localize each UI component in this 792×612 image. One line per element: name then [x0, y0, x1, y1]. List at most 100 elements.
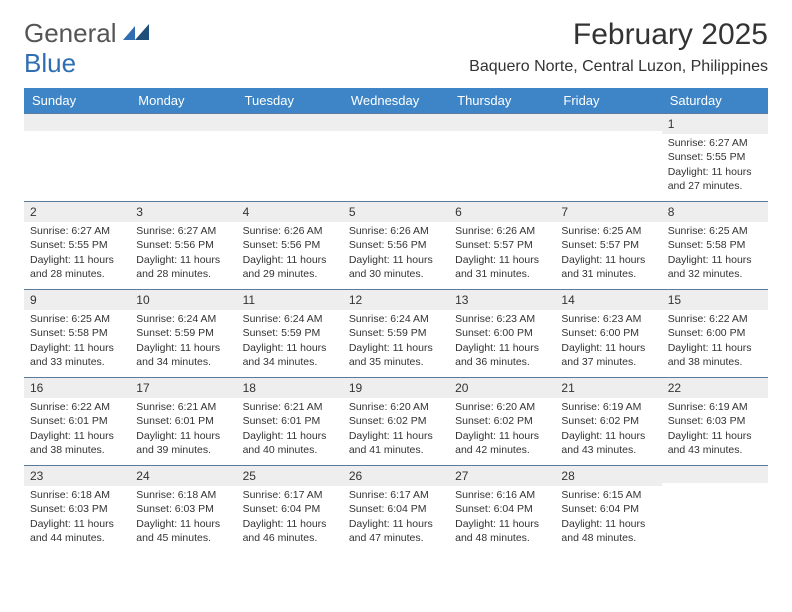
daylight-text: Daylight: 11 hours and 33 minutes.	[30, 341, 124, 369]
day-body: Sunrise: 6:25 AMSunset: 5:58 PMDaylight:…	[24, 310, 130, 373]
weekday-header: Friday	[555, 88, 661, 113]
sunset-text: Sunset: 5:55 PM	[30, 238, 124, 252]
day-cell: 12Sunrise: 6:24 AMSunset: 5:59 PMDayligh…	[343, 289, 449, 377]
day-cell: 10Sunrise: 6:24 AMSunset: 5:59 PMDayligh…	[130, 289, 236, 377]
daylight-text: Daylight: 11 hours and 31 minutes.	[455, 253, 549, 281]
sunrise-text: Sunrise: 6:20 AM	[455, 400, 549, 414]
sunrise-text: Sunrise: 6:27 AM	[30, 224, 124, 238]
day-number: 13	[449, 289, 555, 310]
day-number: 9	[24, 289, 130, 310]
day-body: Sunrise: 6:20 AMSunset: 6:02 PMDaylight:…	[449, 398, 555, 461]
day-cell: 18Sunrise: 6:21 AMSunset: 6:01 PMDayligh…	[237, 377, 343, 465]
weekday-header: Monday	[130, 88, 236, 113]
weekday-header: Sunday	[24, 88, 130, 113]
sunrise-text: Sunrise: 6:25 AM	[668, 224, 762, 238]
day-number: 16	[24, 377, 130, 398]
day-number: 14	[555, 289, 661, 310]
sunrise-text: Sunrise: 6:21 AM	[243, 400, 337, 414]
day-cell: 6Sunrise: 6:26 AMSunset: 5:57 PMDaylight…	[449, 201, 555, 289]
day-cell	[449, 113, 555, 201]
weekday-row: SundayMondayTuesdayWednesdayThursdayFrid…	[24, 88, 768, 113]
sunset-text: Sunset: 5:59 PM	[136, 326, 230, 340]
sunset-text: Sunset: 6:00 PM	[561, 326, 655, 340]
daylight-text: Daylight: 11 hours and 35 minutes.	[349, 341, 443, 369]
week-row: 1Sunrise: 6:27 AMSunset: 5:55 PMDaylight…	[24, 113, 768, 201]
week-row: 9Sunrise: 6:25 AMSunset: 5:58 PMDaylight…	[24, 289, 768, 377]
day-number: 2	[24, 201, 130, 222]
day-cell: 25Sunrise: 6:17 AMSunset: 6:04 PMDayligh…	[237, 465, 343, 553]
day-body: Sunrise: 6:26 AMSunset: 5:56 PMDaylight:…	[343, 222, 449, 285]
sunrise-text: Sunrise: 6:24 AM	[349, 312, 443, 326]
daylight-text: Daylight: 11 hours and 38 minutes.	[30, 429, 124, 457]
sunrise-text: Sunrise: 6:15 AM	[561, 488, 655, 502]
day-body: Sunrise: 6:21 AMSunset: 6:01 PMDaylight:…	[130, 398, 236, 461]
day-cell: 15Sunrise: 6:22 AMSunset: 6:00 PMDayligh…	[662, 289, 768, 377]
header-row: General February 2025 Baquero Norte, Cen…	[24, 18, 768, 76]
daylight-text: Daylight: 11 hours and 30 minutes.	[349, 253, 443, 281]
day-body: Sunrise: 6:26 AMSunset: 5:57 PMDaylight:…	[449, 222, 555, 285]
day-cell: 14Sunrise: 6:23 AMSunset: 6:00 PMDayligh…	[555, 289, 661, 377]
sunset-text: Sunset: 6:04 PM	[561, 502, 655, 516]
day-number: 28	[555, 465, 661, 486]
day-number: 11	[237, 289, 343, 310]
day-number: 26	[343, 465, 449, 486]
sunset-text: Sunset: 6:02 PM	[349, 414, 443, 428]
sunrise-text: Sunrise: 6:22 AM	[668, 312, 762, 326]
day-number: 5	[343, 201, 449, 222]
week-row: 23Sunrise: 6:18 AMSunset: 6:03 PMDayligh…	[24, 465, 768, 553]
sunrise-text: Sunrise: 6:16 AM	[455, 488, 549, 502]
logo-text-general: General	[24, 18, 117, 49]
day-body: Sunrise: 6:17 AMSunset: 6:04 PMDaylight:…	[237, 486, 343, 549]
day-number	[343, 113, 449, 131]
day-cell: 20Sunrise: 6:20 AMSunset: 6:02 PMDayligh…	[449, 377, 555, 465]
daylight-text: Daylight: 11 hours and 39 minutes.	[136, 429, 230, 457]
daylight-text: Daylight: 11 hours and 46 minutes.	[243, 517, 337, 545]
sunset-text: Sunset: 5:59 PM	[243, 326, 337, 340]
day-number: 10	[130, 289, 236, 310]
sunrise-text: Sunrise: 6:26 AM	[349, 224, 443, 238]
sunset-text: Sunset: 6:04 PM	[243, 502, 337, 516]
sunrise-text: Sunrise: 6:19 AM	[561, 400, 655, 414]
calendar-body: 1Sunrise: 6:27 AMSunset: 5:55 PMDaylight…	[24, 113, 768, 553]
sunset-text: Sunset: 6:02 PM	[561, 414, 655, 428]
sunset-text: Sunset: 6:00 PM	[455, 326, 549, 340]
sunset-text: Sunset: 5:59 PM	[349, 326, 443, 340]
sunrise-text: Sunrise: 6:18 AM	[30, 488, 124, 502]
day-body: Sunrise: 6:25 AMSunset: 5:57 PMDaylight:…	[555, 222, 661, 285]
day-cell: 21Sunrise: 6:19 AMSunset: 6:02 PMDayligh…	[555, 377, 661, 465]
sunset-text: Sunset: 5:56 PM	[349, 238, 443, 252]
sunset-text: Sunset: 6:01 PM	[136, 414, 230, 428]
day-number: 1	[662, 113, 768, 134]
title-block: February 2025 Baquero Norte, Central Luz…	[469, 18, 768, 76]
day-body: Sunrise: 6:21 AMSunset: 6:01 PMDaylight:…	[237, 398, 343, 461]
daylight-text: Daylight: 11 hours and 48 minutes.	[561, 517, 655, 545]
day-number: 7	[555, 201, 661, 222]
sunset-text: Sunset: 6:02 PM	[455, 414, 549, 428]
day-number	[130, 113, 236, 131]
day-cell: 22Sunrise: 6:19 AMSunset: 6:03 PMDayligh…	[662, 377, 768, 465]
day-body: Sunrise: 6:22 AMSunset: 6:00 PMDaylight:…	[662, 310, 768, 373]
day-number: 21	[555, 377, 661, 398]
day-number	[237, 113, 343, 131]
daylight-text: Daylight: 11 hours and 42 minutes.	[455, 429, 549, 457]
day-body: Sunrise: 6:26 AMSunset: 5:56 PMDaylight:…	[237, 222, 343, 285]
day-number: 25	[237, 465, 343, 486]
daylight-text: Daylight: 11 hours and 40 minutes.	[243, 429, 337, 457]
day-body: Sunrise: 6:15 AMSunset: 6:04 PMDaylight:…	[555, 486, 661, 549]
sunrise-text: Sunrise: 6:19 AM	[668, 400, 762, 414]
day-number: 4	[237, 201, 343, 222]
day-body: Sunrise: 6:19 AMSunset: 6:03 PMDaylight:…	[662, 398, 768, 461]
weekday-header: Wednesday	[343, 88, 449, 113]
day-number: 8	[662, 201, 768, 222]
daylight-text: Daylight: 11 hours and 28 minutes.	[30, 253, 124, 281]
day-cell	[24, 113, 130, 201]
day-number: 23	[24, 465, 130, 486]
day-number	[24, 113, 130, 131]
day-body: Sunrise: 6:18 AMSunset: 6:03 PMDaylight:…	[130, 486, 236, 549]
daylight-text: Daylight: 11 hours and 48 minutes.	[455, 517, 549, 545]
day-cell: 13Sunrise: 6:23 AMSunset: 6:00 PMDayligh…	[449, 289, 555, 377]
daylight-text: Daylight: 11 hours and 36 minutes.	[455, 341, 549, 369]
sunrise-text: Sunrise: 6:26 AM	[455, 224, 549, 238]
day-body: Sunrise: 6:17 AMSunset: 6:04 PMDaylight:…	[343, 486, 449, 549]
daylight-text: Daylight: 11 hours and 43 minutes.	[668, 429, 762, 457]
